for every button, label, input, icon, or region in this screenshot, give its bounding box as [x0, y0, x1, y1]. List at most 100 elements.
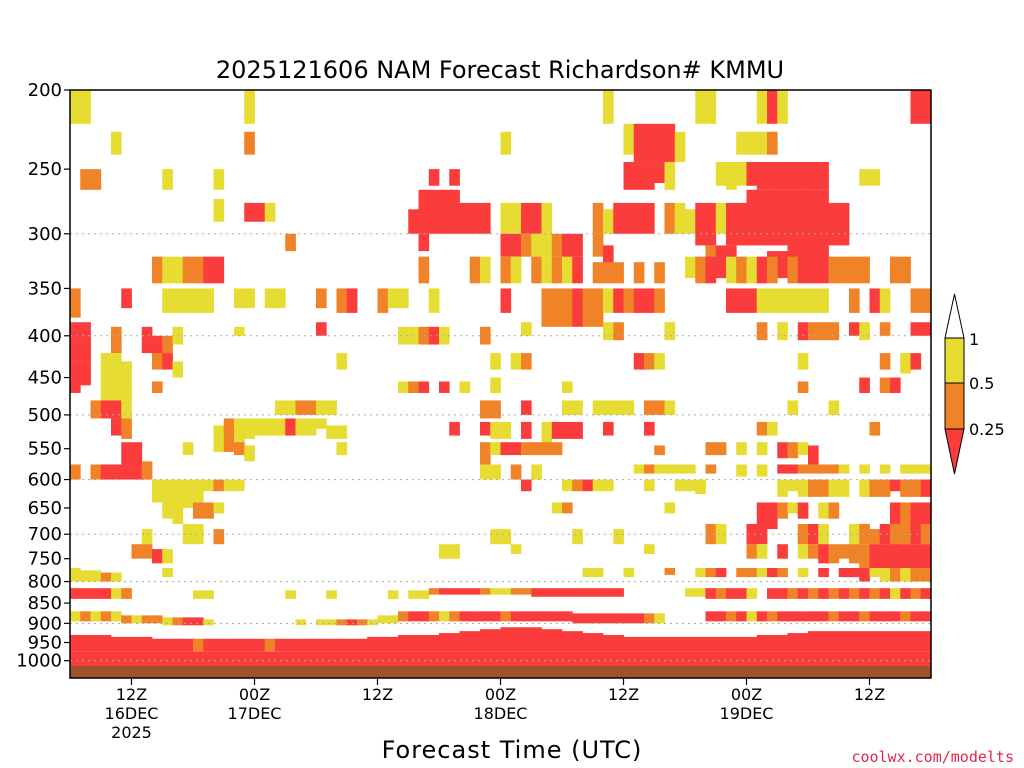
heatmap-cell — [203, 619, 214, 626]
heatmap-cell — [756, 131, 768, 155]
heatmap-cell — [808, 544, 819, 559]
heatmap-cell — [285, 590, 296, 599]
heatmap-cell — [572, 631, 583, 652]
heatmap-cell — [234, 651, 245, 668]
heatmap-cell — [828, 631, 840, 652]
heatmap-cell — [264, 202, 276, 222]
heatmap-cell — [613, 651, 624, 668]
heatmap-cell — [613, 202, 624, 234]
heatmap-cell — [223, 638, 235, 652]
heatmap-cell — [797, 651, 809, 668]
heatmap-cell — [756, 161, 768, 190]
heatmap-cell — [203, 256, 214, 284]
heatmap-cell — [70, 288, 81, 318]
heatmap-cell — [746, 161, 758, 186]
heatmap-cell — [377, 636, 389, 652]
heatmap-cell — [398, 381, 409, 393]
y-tick-label: 650 — [28, 498, 62, 519]
heatmap-cell — [736, 636, 747, 652]
heatmap-cell — [900, 611, 911, 622]
heatmap-cell — [541, 611, 553, 622]
heatmap-cell — [295, 400, 307, 415]
heatmap-cell — [644, 651, 655, 668]
heatmap-cell — [346, 619, 358, 626]
heatmap-cell — [910, 544, 922, 569]
heatmap-cell — [449, 588, 460, 595]
heatmap-cell — [849, 523, 860, 545]
heatmap-cell — [234, 638, 245, 652]
heatmap-cell — [859, 169, 870, 186]
heatmap-cell — [357, 638, 368, 652]
heatmap-cell — [869, 588, 881, 599]
heatmap-cell — [490, 651, 501, 668]
heatmap-cell — [879, 568, 891, 582]
heatmap-cell — [295, 418, 307, 436]
heatmap-cell — [879, 322, 891, 336]
heatmap-cell — [459, 588, 471, 595]
heatmap-cell — [705, 202, 717, 246]
heatmap-cell — [736, 568, 747, 578]
heatmap-cell — [295, 638, 307, 652]
heatmap-cell — [808, 256, 819, 284]
heatmap-cell — [592, 633, 604, 652]
heatmap-cell — [213, 479, 225, 492]
heatmap-cell — [162, 651, 173, 668]
heatmap-cell — [644, 400, 655, 415]
heatmap-cell — [920, 288, 932, 313]
heatmap-cell — [152, 615, 163, 624]
heatmap-cell — [818, 322, 829, 341]
heatmap-cell — [920, 523, 932, 545]
heatmap-cell — [644, 161, 655, 190]
heatmap-cell — [244, 288, 255, 309]
heatmap-cell — [838, 544, 850, 559]
heatmap-cell — [859, 464, 870, 474]
heatmap-cell — [141, 544, 153, 559]
heatmap-cell — [756, 90, 768, 124]
heatmap-cell — [767, 651, 778, 668]
heatmap-cell — [654, 636, 665, 652]
heatmap-cell — [480, 588, 491, 595]
heatmap-cell — [408, 634, 419, 652]
heatmap-cell — [264, 418, 276, 436]
heatmap-cell — [633, 288, 645, 313]
legend-swatch — [944, 382, 965, 430]
heatmap-cell — [808, 611, 819, 622]
heatmap-cell — [223, 479, 235, 492]
heatmap-cell — [510, 353, 522, 370]
heatmap-cell — [572, 256, 583, 284]
heatmap-cell — [408, 209, 419, 234]
heatmap-cell — [592, 202, 604, 234]
y-tick-label: 950 — [28, 633, 62, 654]
heatmap-cell — [828, 202, 840, 246]
heatmap-cell — [910, 631, 922, 652]
credit-text[interactable]: coolwx.com/modelts — [851, 748, 1014, 766]
heatmap-cell — [90, 651, 102, 668]
heatmap-cell — [531, 611, 542, 622]
heatmap-cell — [705, 523, 717, 545]
heatmap-cell — [439, 611, 450, 622]
heatmap-cell — [828, 322, 840, 341]
heatmap-cell — [767, 421, 778, 436]
heatmap-cell — [685, 256, 696, 279]
heatmap-cell — [633, 262, 645, 284]
heatmap-cell — [439, 326, 450, 345]
heatmap-cell — [685, 209, 696, 234]
heatmap-cell — [777, 442, 788, 459]
heatmap-cell — [920, 611, 932, 622]
heatmap-cell — [910, 523, 922, 545]
heatmap-cell — [633, 636, 645, 652]
heatmap-cell — [603, 634, 614, 652]
heatmap-cell — [480, 611, 491, 622]
heatmap-cell — [490, 400, 501, 419]
heatmap-cell — [541, 233, 553, 257]
heatmap-cell — [172, 361, 184, 378]
heatmap-cell — [797, 353, 809, 370]
heatmap-cell — [808, 631, 819, 652]
heatmap-cell — [664, 502, 676, 514]
heatmap-cell — [521, 627, 532, 652]
heatmap-cell — [818, 288, 829, 313]
heatmap-cell — [295, 651, 307, 668]
heatmap-cell — [623, 288, 635, 313]
heatmap-cell — [920, 568, 932, 582]
